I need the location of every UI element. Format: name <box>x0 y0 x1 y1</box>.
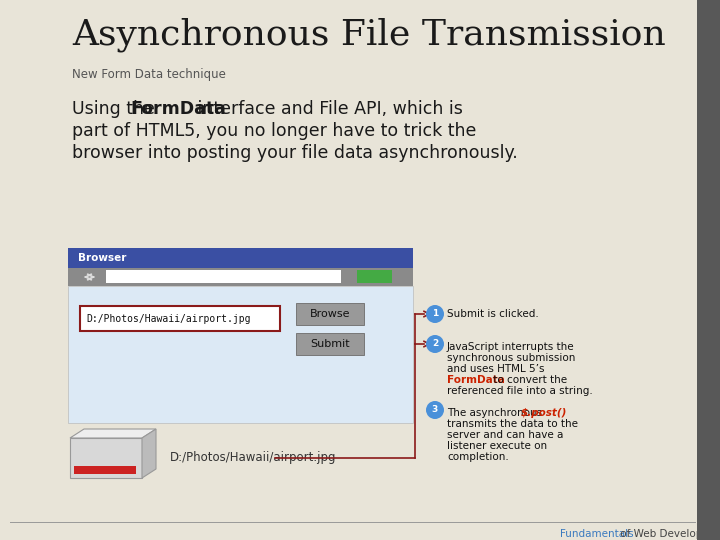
FancyBboxPatch shape <box>106 270 341 283</box>
FancyBboxPatch shape <box>68 268 413 286</box>
Text: synchronous submission: synchronous submission <box>447 353 575 363</box>
Text: server and can have a: server and can have a <box>447 430 563 440</box>
Text: FormData: FormData <box>447 375 505 385</box>
Text: part of HTML5, you no longer have to trick the: part of HTML5, you no longer have to tri… <box>72 122 477 140</box>
FancyBboxPatch shape <box>68 286 413 423</box>
Circle shape <box>426 305 444 323</box>
FancyBboxPatch shape <box>357 270 392 283</box>
Text: transmits the data to the: transmits the data to the <box>447 419 578 429</box>
Text: referenced file into a string.: referenced file into a string. <box>447 386 593 396</box>
Text: browser into posting your file data asynchronously.: browser into posting your file data asyn… <box>72 144 518 162</box>
Text: FormData: FormData <box>130 100 226 118</box>
Text: completion.: completion. <box>447 452 509 462</box>
Circle shape <box>426 401 444 419</box>
Text: Using the: Using the <box>72 100 161 118</box>
Text: Browser: Browser <box>78 253 127 263</box>
Polygon shape <box>70 429 156 438</box>
Text: listener execute on: listener execute on <box>447 441 547 451</box>
Text: JavaScript interrupts the: JavaScript interrupts the <box>447 342 575 352</box>
Text: Fundamentals: Fundamentals <box>560 529 634 539</box>
Text: Submit: Submit <box>310 339 350 349</box>
Circle shape <box>426 335 444 353</box>
Text: D:/Photos/Hawaii/airport.jpg: D:/Photos/Hawaii/airport.jpg <box>86 314 251 323</box>
Text: interface and File API, which is: interface and File API, which is <box>192 100 463 118</box>
FancyBboxPatch shape <box>80 306 280 331</box>
FancyBboxPatch shape <box>68 248 413 268</box>
FancyBboxPatch shape <box>296 303 364 325</box>
Text: The asynchronous: The asynchronous <box>447 408 545 418</box>
Text: $.post(): $.post() <box>521 408 567 418</box>
FancyBboxPatch shape <box>74 466 136 474</box>
Text: New Form Data technique: New Form Data technique <box>72 68 226 81</box>
FancyBboxPatch shape <box>70 438 142 478</box>
Text: and uses HTML 5’s: and uses HTML 5’s <box>447 364 544 374</box>
Text: D:/Photos/Hawaii/airport.jpg: D:/Photos/Hawaii/airport.jpg <box>170 451 336 464</box>
Text: to convert the: to convert the <box>490 375 567 385</box>
Text: 2: 2 <box>432 340 438 348</box>
Polygon shape <box>142 429 156 478</box>
Text: Submit is clicked.: Submit is clicked. <box>447 309 539 319</box>
Text: Browse: Browse <box>310 309 350 319</box>
FancyBboxPatch shape <box>697 0 720 540</box>
Text: Asynchronous File Transmission: Asynchronous File Transmission <box>72 18 666 52</box>
Text: 1: 1 <box>432 309 438 319</box>
FancyBboxPatch shape <box>296 333 364 355</box>
Text: of Web Development: of Web Development <box>617 529 720 539</box>
Text: 3: 3 <box>432 406 438 415</box>
